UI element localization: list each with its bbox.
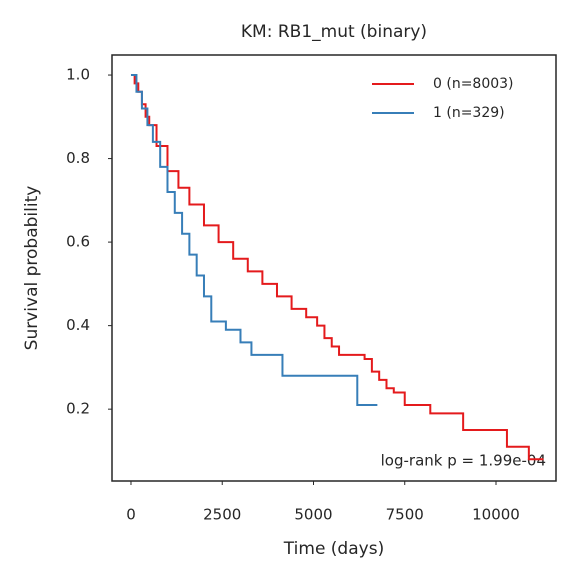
y-tick-label: 0.2	[66, 400, 90, 418]
survival-curve	[130, 74, 378, 406]
x-axis-label: Time (days)	[283, 539, 384, 559]
x-tick-label: 10000	[472, 506, 520, 524]
chart-title: KM: RB1_mut (binary)	[241, 22, 427, 42]
legend-label: 0 (n=8003)	[433, 76, 514, 92]
annotation: log-rank p = 1.99e-04	[381, 452, 546, 470]
x-tick-label: 2500	[203, 506, 241, 524]
y-axis-label: Survival probability	[22, 186, 42, 351]
legend-label: 1 (n=329)	[433, 105, 505, 121]
y-tick-label: 1.0	[66, 66, 90, 84]
y-tick-label: 0.4	[66, 316, 90, 334]
y-tick-label: 0.8	[66, 149, 90, 167]
x-tick-label: 7500	[386, 506, 424, 524]
plot-frame	[111, 54, 557, 482]
y-tick-label: 0.6	[66, 233, 90, 251]
x-tick-label: 0	[126, 506, 136, 524]
x-tick-label: 5000	[294, 506, 332, 524]
